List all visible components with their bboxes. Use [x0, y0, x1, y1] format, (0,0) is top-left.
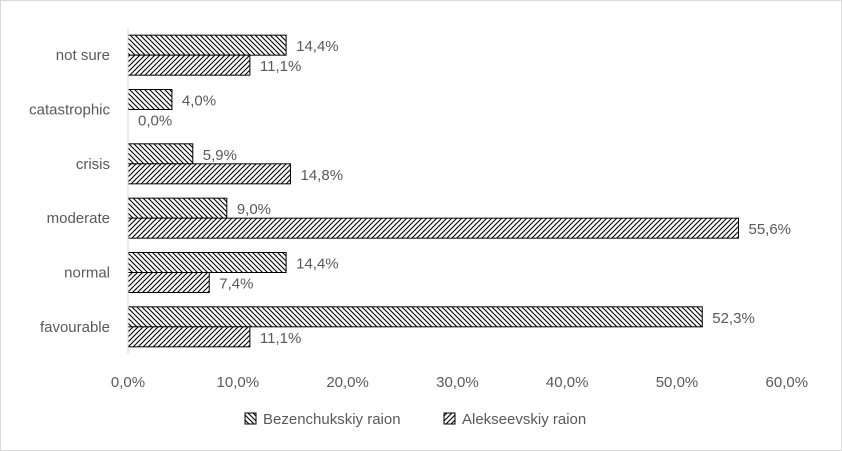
data-label: 14,4%: [296, 38, 339, 55]
legend-swatch: [244, 412, 257, 425]
category-label: moderate: [47, 210, 110, 227]
bar-alekseevskiy: [127, 326, 251, 348]
x-tick-label: 30,0%: [436, 374, 479, 391]
bar-alekseevskiy: [127, 217, 739, 239]
legend-swatch: [443, 412, 456, 425]
data-label: 14,8%: [301, 167, 344, 184]
bar-bezenchukskiy: [127, 143, 194, 165]
bar-bezenchukskiy: [127, 34, 287, 56]
category-label: crisis: [76, 156, 110, 173]
category-label: favourable: [40, 319, 110, 336]
data-label: 11,1%: [260, 330, 301, 347]
x-tick-label: 40,0%: [546, 374, 589, 391]
x-tick-label: 20,0%: [326, 374, 369, 391]
category-label: normal: [64, 265, 110, 282]
data-label: 4,0%: [182, 93, 216, 110]
x-tick-label: 10,0%: [217, 374, 260, 391]
legend-label: Alekseevskiy raion: [462, 411, 586, 428]
data-label: 5,9%: [203, 147, 237, 164]
bar-bezenchukskiy: [127, 252, 287, 273]
x-tick-label: 0,0%: [111, 374, 145, 391]
data-label: 55,6%: [748, 221, 791, 238]
legend-label: Bezenchukskiy raion: [263, 411, 401, 428]
data-label: 14,4%: [296, 256, 339, 273]
bar-alekseevskiy: [127, 163, 292, 185]
x-tick-label: 50,0%: [656, 374, 699, 391]
data-label: 52,3%: [712, 310, 755, 327]
category-label: catastrophic: [29, 102, 110, 119]
data-label: 7,4%: [219, 276, 253, 293]
bar-alekseevskiy: [127, 272, 210, 293]
data-label: 9,0%: [237, 201, 271, 218]
bar-bezenchukskiy: [127, 306, 703, 328]
bar-bezenchukskiy: [127, 197, 228, 219]
category-label: not sure: [56, 47, 110, 64]
x-tick-label: 60,0%: [766, 374, 809, 391]
data-label: 11,1%: [260, 58, 301, 75]
bar-alekseevskiy: [127, 54, 251, 76]
bar-bezenchukskiy: [127, 89, 173, 110]
data-label: 0,0%: [138, 113, 172, 130]
